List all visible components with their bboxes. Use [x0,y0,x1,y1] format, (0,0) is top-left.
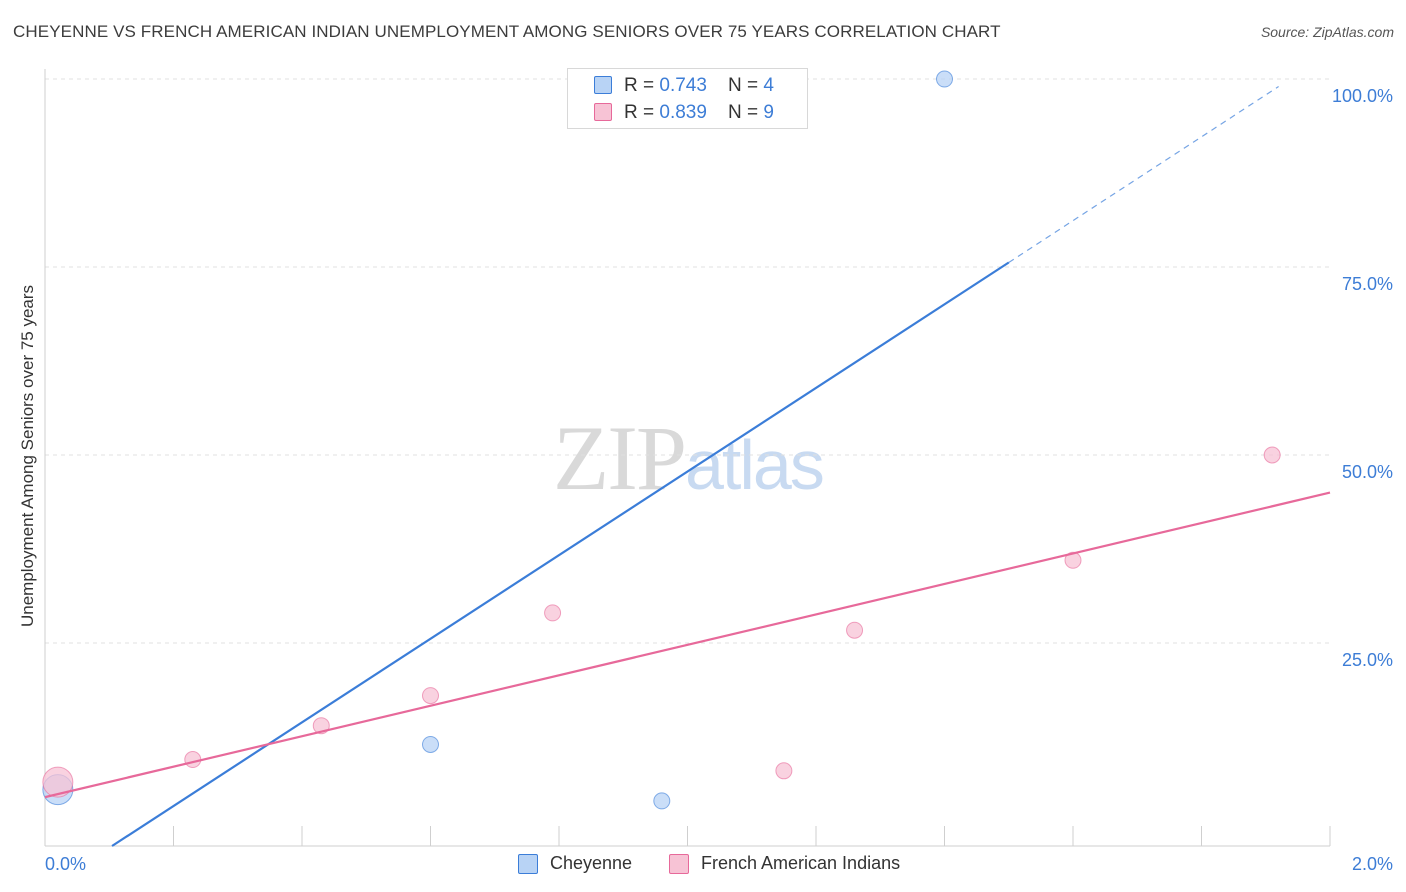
cheyenne-stats: R = 0.743 N = 4 [624,75,774,97]
french-point [1064,551,1082,569]
source-label: Source: ZipAtlas.com [1260,24,1394,40]
french-point [544,604,562,622]
n-value: 9 [763,102,774,123]
cheyenne-swatch [594,76,612,94]
cheyenne-point [422,735,439,753]
french-legend-swatch [669,854,689,874]
r-label: R = [624,102,660,123]
cheyenne-trend-line [111,261,1010,847]
cheyenne-trend-extension [1008,86,1279,264]
french-swatch [594,103,612,121]
n-label: N = [728,102,764,123]
n-value: 4 [763,75,774,96]
french-point [184,751,202,769]
cheyenne-legend-swatch [518,854,538,874]
n-label: N = [728,75,764,96]
r-label: R = [624,75,660,96]
french-point [775,762,793,780]
r-value: 0.839 [659,102,707,123]
x-tick-label: 2.0% [1352,854,1393,874]
french-point [422,687,439,705]
watermark: ZIPatlas [553,405,825,511]
watermark-zip: ZIP [553,407,687,509]
french-point [1263,446,1281,464]
stats-legend: R = 0.743 N = 4 R = 0.839 N = 9 [567,68,808,129]
x-tick-label: 0.0% [45,854,86,874]
french-point [846,621,864,639]
watermark-atlas: atlas [685,426,825,504]
y-axis-label: Unemployment Among Seniors over 75 years [18,284,37,628]
french-trend-line [44,491,1331,799]
french-legend-label: French American Indians [701,853,901,873]
french-stats: R = 0.839 N = 9 [624,102,774,124]
y-tick-label: 50.0% [1342,462,1393,482]
y-tick-label: 100.0% [1332,86,1393,106]
cheyenne-legend-label: Cheyenne [550,853,633,873]
chart-title: CHEYENNE VS FRENCH AMERICAN INDIAN UNEMP… [13,22,1001,41]
cheyenne-point [936,70,953,88]
french-point [42,766,74,798]
cheyenne-point [653,792,671,810]
y-tick-label: 75.0% [1342,274,1393,294]
r-value: 0.743 [659,75,707,96]
y-tick-label: 25.0% [1342,650,1393,670]
